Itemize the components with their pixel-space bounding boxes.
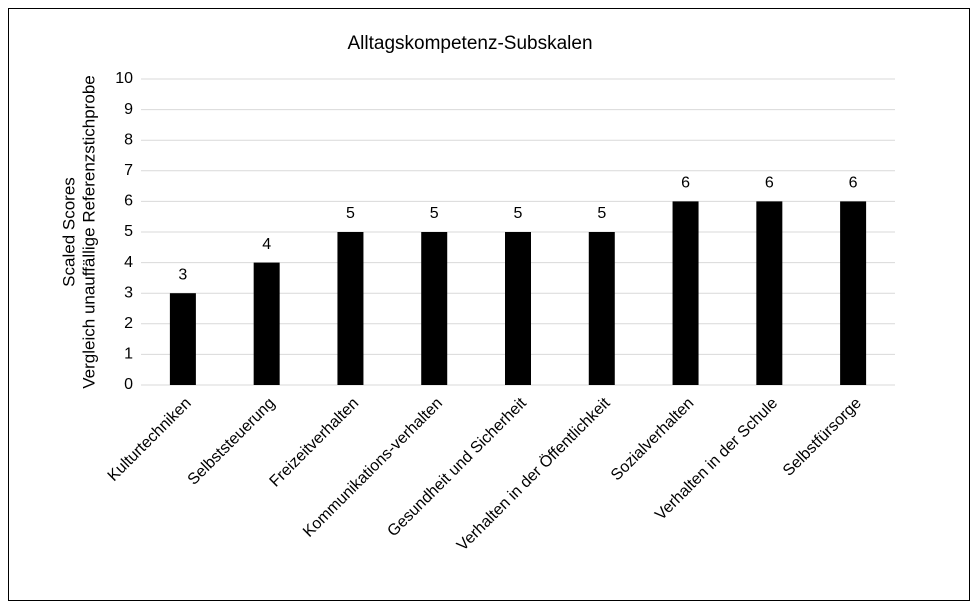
data-label: 6 (765, 175, 774, 192)
bar (505, 232, 531, 385)
bar (169, 293, 196, 385)
bar (756, 201, 783, 385)
y-axis-label: Scaled Scores (59, 177, 78, 287)
y-tick-label: 7 (124, 162, 133, 179)
y-tick-label: 9 (124, 101, 133, 118)
data-label: 5 (346, 205, 355, 222)
bar (588, 232, 615, 385)
y-tick-label: 6 (124, 193, 133, 210)
data-label: 5 (430, 205, 439, 222)
y-tick-label: 8 (124, 131, 133, 148)
bar (421, 232, 448, 385)
data-label: 5 (514, 205, 523, 222)
y-tick-label: 5 (124, 223, 133, 240)
data-label: 3 (178, 266, 187, 283)
y-tick-label: 2 (124, 315, 133, 332)
y-axis-label: Vergleich unauffällige Referenzstichprob… (79, 75, 98, 388)
y-tick-label: 10 (115, 70, 133, 87)
data-label: 6 (849, 175, 858, 192)
bar (337, 232, 364, 385)
y-tick-label: 3 (124, 284, 133, 301)
chart-frame (8, 8, 970, 601)
bar (253, 262, 280, 385)
chart-title: Alltagskompetenz-Subskalen (347, 33, 592, 54)
bar (672, 201, 699, 385)
y-tick-label: 0 (124, 376, 133, 393)
bar (840, 201, 867, 385)
data-label: 6 (681, 175, 690, 192)
data-label: 4 (262, 236, 271, 253)
y-tick-label: 4 (124, 254, 133, 271)
y-tick-label: 1 (124, 346, 133, 363)
data-label: 5 (597, 205, 606, 222)
